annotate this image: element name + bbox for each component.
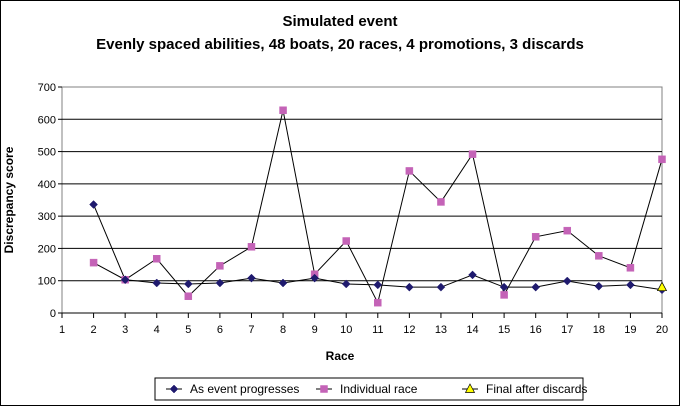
x-tick-label: 3: [122, 324, 128, 336]
x-tick-label: 14: [466, 324, 478, 336]
data-point-square: [342, 237, 350, 245]
y-tick-label: 0: [50, 308, 56, 320]
y-tick-label: 600: [38, 114, 56, 126]
data-point-diamond: [594, 281, 604, 291]
data-point-square: [626, 264, 635, 272]
data-point-square: [468, 150, 477, 158]
data-point-square: [531, 233, 540, 241]
legend-label: Individual race: [340, 382, 418, 396]
series-layer: [89, 106, 668, 307]
y-tick-label: 700: [38, 82, 56, 94]
data-point-diamond: [215, 278, 225, 288]
chart-title: Simulated event: [282, 13, 397, 30]
data-point-square: [437, 198, 445, 206]
y-tick-label: 100: [38, 276, 56, 288]
x-tick-label: 19: [624, 324, 636, 336]
data-point-diamond: [310, 273, 319, 283]
data-point-diamond: [247, 273, 256, 283]
gridlines: [62, 118, 662, 282]
x-tick-label: 5: [185, 324, 191, 336]
data-point-diamond: [405, 282, 414, 292]
legend-marker-diamond: [169, 384, 179, 394]
x-tick-label: 20: [656, 324, 668, 336]
data-point-square: [658, 155, 666, 164]
data-point-square: [405, 167, 414, 175]
x-tick-label: 10: [340, 324, 352, 336]
data-point-diamond: [468, 270, 477, 280]
y-axis-label: Discrepancy score: [2, 146, 16, 253]
x-tick-label: 6: [217, 324, 223, 336]
x-tick-label: 7: [248, 324, 254, 336]
legend-marker-square: [320, 385, 328, 393]
data-point-diamond: [341, 279, 351, 289]
data-point-diamond: [183, 279, 193, 289]
data-point-diamond: [626, 280, 635, 290]
data-point-square: [374, 298, 382, 307]
x-tick-label: 11: [372, 324, 383, 336]
x-tick-label: 4: [154, 324, 160, 336]
data-point-diamond: [120, 275, 130, 285]
x-tick-label: 12: [403, 324, 415, 336]
data-point-diamond: [531, 282, 541, 292]
data-point-square: [216, 262, 224, 270]
x-tick-label: 18: [593, 324, 605, 336]
x-tick-label: 8: [280, 324, 286, 336]
data-point-square: [500, 291, 508, 299]
legend-box: [154, 377, 584, 401]
legend-label: Final after discards: [486, 382, 587, 396]
legend-label: As event progresses: [190, 382, 299, 396]
data-point-diamond: [436, 282, 446, 292]
data-point-diamond: [89, 200, 98, 209]
x-tick-label: 17: [561, 324, 573, 336]
data-point-square: [89, 258, 98, 267]
plot-area: [61, 86, 663, 314]
x-tick-label: 2: [91, 324, 97, 336]
chart-subtitle: Evenly spaced abilities, 48 boats, 20 ra…: [96, 36, 584, 53]
data-point-diamond: [562, 276, 572, 286]
legend: As event progresses Individual race Final …: [154, 377, 587, 401]
y-tick-label: 500: [38, 147, 56, 159]
data-point-diamond: [499, 282, 509, 292]
legend-marker-triangle: [464, 383, 476, 393]
data-point-square: [279, 106, 287, 114]
x-axis-label: Race: [326, 349, 355, 363]
y-tick-label: 200: [38, 243, 56, 255]
x-tick-label: 13: [435, 324, 447, 336]
data-point-square: [563, 226, 572, 235]
x-tick-label: 15: [498, 324, 510, 336]
x-tick-label: 1: [59, 324, 65, 336]
data-point-square: [184, 292, 193, 300]
data-point-diamond: [152, 278, 162, 288]
data-point-square: [247, 243, 256, 251]
x-tick-label: 16: [530, 324, 542, 336]
data-point-diamond: [373, 280, 383, 290]
data-point-square: [595, 252, 603, 260]
data-point-square: [152, 255, 161, 263]
y-tick-label: 400: [38, 179, 56, 191]
x-tick-label: 9: [312, 324, 318, 336]
data-point-diamond: [278, 278, 288, 288]
y-tick-label: 300: [38, 211, 56, 223]
data-point-triangle: [656, 281, 668, 292]
